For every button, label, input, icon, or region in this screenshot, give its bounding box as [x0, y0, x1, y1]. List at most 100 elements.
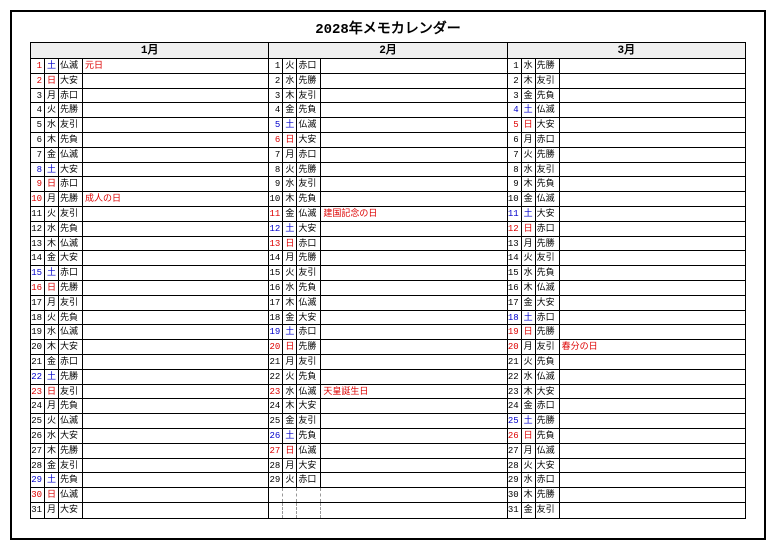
day-note — [321, 311, 506, 325]
day-of-week: 日 — [283, 133, 297, 147]
day-note — [560, 414, 745, 428]
day-number: 18 — [508, 311, 522, 325]
day-of-week: 日 — [522, 429, 536, 443]
day-number: 23 — [269, 385, 283, 399]
day-note: 成人の日 — [83, 192, 268, 206]
rokuyo: 赤口 — [297, 473, 321, 487]
day-number: 14 — [31, 251, 45, 265]
day-of-week: 木 — [45, 133, 59, 147]
day-of-week: 土 — [522, 103, 536, 117]
day-row: 20日先勝 — [269, 340, 506, 355]
day-number: 27 — [508, 444, 522, 458]
day-number: 29 — [269, 473, 283, 487]
rokuyo: 赤口 — [536, 399, 560, 413]
rokuyo: 先勝 — [536, 488, 560, 502]
day-row: 14月先勝 — [269, 251, 506, 266]
day-note — [560, 281, 745, 295]
day-note — [83, 89, 268, 103]
day-number: 1 — [31, 59, 45, 73]
day-note — [83, 296, 268, 310]
day-number: 2 — [508, 74, 522, 88]
calendar-container: 2028年メモカレンダー 1月1土仏滅元日2日大安3月赤口4火先勝5水友引6木先… — [10, 10, 766, 540]
rokuyo: 友引 — [59, 385, 83, 399]
day-row: 13日赤口 — [269, 237, 506, 252]
day-of-week: 金 — [45, 251, 59, 265]
day-of-week: 水 — [283, 385, 297, 399]
day-number: 18 — [31, 311, 45, 325]
rokuyo: 先勝 — [297, 251, 321, 265]
day-of-week: 金 — [45, 148, 59, 162]
day-number: 27 — [269, 444, 283, 458]
day-of-week: 火 — [283, 266, 297, 280]
day-number: 16 — [31, 281, 45, 295]
day-note — [321, 237, 506, 251]
day-row: 15火友引 — [269, 266, 506, 281]
day-note — [83, 414, 268, 428]
day-row: 5水友引 — [31, 118, 268, 133]
day-number: 15 — [508, 266, 522, 280]
rokuyo: 先勝 — [59, 103, 83, 117]
day-number: 31 — [508, 503, 522, 518]
day-of-week: 火 — [522, 148, 536, 162]
day-note — [321, 103, 506, 117]
day-note — [560, 473, 745, 487]
day-number: 18 — [269, 311, 283, 325]
rokuyo: 大安 — [297, 222, 321, 236]
rokuyo: 大安 — [59, 429, 83, 443]
day-note — [560, 251, 745, 265]
day-row: 2木友引 — [508, 74, 745, 89]
day-note — [560, 355, 745, 369]
day-number: 8 — [508, 163, 522, 177]
rokuyo: 友引 — [297, 266, 321, 280]
day-row: 29水赤口 — [508, 473, 745, 488]
day-note — [83, 429, 268, 443]
rokuyo: 先負 — [59, 311, 83, 325]
rokuyo: 赤口 — [297, 325, 321, 339]
day-of-week: 月 — [283, 251, 297, 265]
rokuyo: 大安 — [536, 207, 560, 221]
rokuyo: 赤口 — [59, 89, 83, 103]
rokuyo: 友引 — [297, 355, 321, 369]
day-note — [321, 444, 506, 458]
rokuyo: 友引 — [536, 340, 560, 354]
day-number: 11 — [31, 207, 45, 221]
rokuyo: 仏滅 — [536, 444, 560, 458]
day-note — [321, 473, 506, 487]
day-number: 17 — [269, 296, 283, 310]
day-note — [321, 89, 506, 103]
rokuyo: 仏滅 — [536, 370, 560, 384]
day-of-week: 木 — [45, 444, 59, 458]
day-note — [321, 459, 506, 473]
rokuyo: 友引 — [297, 177, 321, 191]
day-note — [560, 370, 745, 384]
rokuyo: 先負 — [59, 222, 83, 236]
day-row: 18火先負 — [31, 311, 268, 326]
day-number: 21 — [508, 355, 522, 369]
day-row: 31金友引 — [508, 503, 745, 518]
rokuyo: 仏滅 — [297, 444, 321, 458]
day-row: 15水先負 — [508, 266, 745, 281]
day-row: 22土先勝 — [31, 370, 268, 385]
rokuyo: 大安 — [297, 133, 321, 147]
day-of-week: 日 — [283, 444, 297, 458]
day-note — [560, 118, 745, 132]
month-column: 2月1火赤口2水先勝3木友引4金先負5土仏滅6日大安7月赤口8火先勝9水友引10… — [269, 42, 507, 519]
day-of-week: 火 — [522, 355, 536, 369]
day-number: 4 — [31, 103, 45, 117]
day-row: 31月大安 — [31, 503, 268, 518]
day-of-week: 金 — [522, 296, 536, 310]
day-row: 3月赤口 — [31, 89, 268, 104]
day-note — [83, 385, 268, 399]
day-number: 5 — [508, 118, 522, 132]
day-number — [269, 488, 283, 502]
day-note — [83, 311, 268, 325]
day-row: 6木先負 — [31, 133, 268, 148]
day-row: 22水仏滅 — [508, 370, 745, 385]
day-of-week: 金 — [522, 399, 536, 413]
day-number: 6 — [508, 133, 522, 147]
rokuyo: 赤口 — [536, 311, 560, 325]
day-of-week: 木 — [45, 237, 59, 251]
rokuyo: 先勝 — [59, 192, 83, 206]
day-number: 22 — [508, 370, 522, 384]
day-number: 15 — [31, 266, 45, 280]
